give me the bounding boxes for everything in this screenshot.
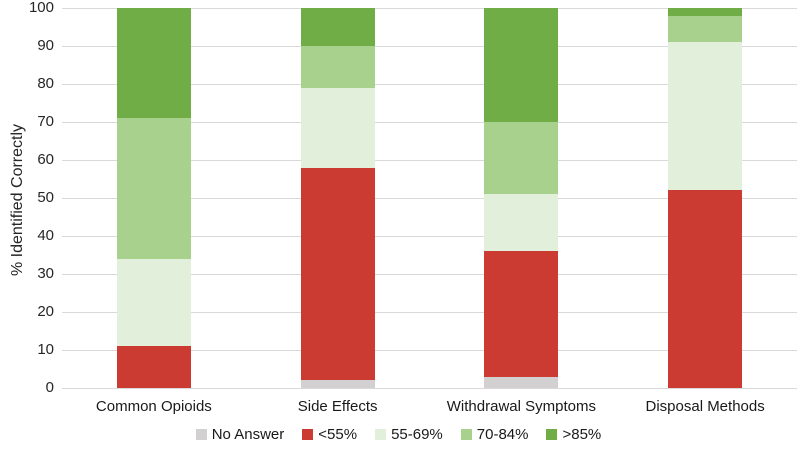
- legend-item-85: >85%: [546, 426, 601, 443]
- bar-segment-withdrawal-symptoms-55-69: [484, 194, 559, 252]
- legend-label-55: <55%: [318, 426, 358, 443]
- bar-side-effects: [300, 8, 375, 388]
- bar-segment-withdrawal-symptoms-70-84: [484, 122, 559, 195]
- bar-segment-common-opioids-55: [116, 346, 191, 388]
- bar-segment-withdrawal-symptoms-55: [484, 251, 559, 377]
- legend-label-85: >85%: [562, 426, 602, 443]
- legend-item-55: <55%: [302, 426, 357, 443]
- gridline-20: [62, 311, 797, 313]
- bar-segment-side-effects-no-answer: [300, 380, 375, 388]
- legend-swatch-no-answer: [195, 429, 207, 440]
- bar-segment-disposal-methods-70-84: [668, 15, 743, 43]
- gridline-10: [62, 349, 797, 351]
- bar-segment-side-effects-55-69: [300, 87, 375, 168]
- gridline-100: [62, 7, 797, 9]
- gridline-40: [62, 235, 797, 237]
- y-tick-label-70: 70: [37, 113, 54, 130]
- bar-withdrawal-symptoms: [484, 8, 559, 388]
- bar-disposal-methods: [668, 8, 743, 388]
- legend-swatch-55-69: [375, 429, 387, 440]
- y-tick-label-80: 80: [37, 75, 54, 92]
- y-tick-label-20: 20: [37, 303, 54, 320]
- plot-area: [62, 7, 797, 389]
- bar-segment-common-opioids-55-69: [116, 258, 191, 347]
- bar-segment-withdrawal-symptoms-no-answer: [484, 376, 559, 388]
- y-tick-label-60: 60: [37, 151, 54, 168]
- legend-label-70-84: 70-84%: [476, 426, 529, 443]
- bar-common-opioids: [116, 8, 191, 388]
- gridline-90: [62, 45, 797, 47]
- gridline-30: [62, 273, 797, 275]
- x-category-label-common-opioids: Common Opioids: [95, 398, 212, 415]
- gridline-50: [62, 197, 797, 199]
- y-tick-label-10: 10: [37, 341, 54, 358]
- bar-segment-common-opioids-70-84: [116, 118, 191, 259]
- legend-label-55-69: 55-69%: [391, 426, 443, 443]
- legend-item-no-answer: No Answer: [195, 426, 285, 443]
- x-category-label-withdrawal-symptoms: Withdrawal Symptoms: [446, 398, 596, 415]
- legend-item-70-84: 70-84%: [460, 426, 529, 443]
- y-tick-label-90: 90: [37, 37, 54, 54]
- legend-swatch-55: [302, 429, 314, 440]
- legend-label-no-answer: No Answer: [211, 426, 285, 443]
- gridline-0: [62, 387, 797, 389]
- bar-segment-withdrawal-symptoms-85: [484, 8, 559, 123]
- bar-segment-side-effects-85: [300, 8, 375, 47]
- gridline-60: [62, 159, 797, 161]
- legend-item-55-69: 55-69%: [375, 426, 443, 443]
- bar-segment-disposal-methods-55: [668, 190, 743, 388]
- x-category-label-disposal-methods: Disposal Methods: [645, 398, 765, 415]
- legend-swatch-85: [546, 429, 558, 440]
- bar-segment-disposal-methods-85: [668, 8, 743, 16]
- x-category-label-side-effects: Side Effects: [297, 398, 378, 415]
- y-tick-label-50: 50: [37, 189, 54, 206]
- bar-segment-disposal-methods-55-69: [668, 42, 743, 191]
- y-tick-label-30: 30: [37, 265, 54, 282]
- bar-segment-common-opioids-85: [116, 8, 191, 119]
- legend: No Answer <55% 55-69% 70-84% >85%: [0, 426, 797, 443]
- legend-swatch-70-84: [460, 429, 472, 440]
- y-tick-label-40: 40: [37, 227, 54, 244]
- gridline-80: [62, 83, 797, 85]
- bar-segment-side-effects-70-84: [300, 46, 375, 88]
- y-tick-label-100: 100: [28, 0, 54, 16]
- gridline-70: [62, 121, 797, 123]
- y-tick-label-0: 0: [45, 379, 54, 396]
- bar-segment-side-effects-55: [300, 167, 375, 381]
